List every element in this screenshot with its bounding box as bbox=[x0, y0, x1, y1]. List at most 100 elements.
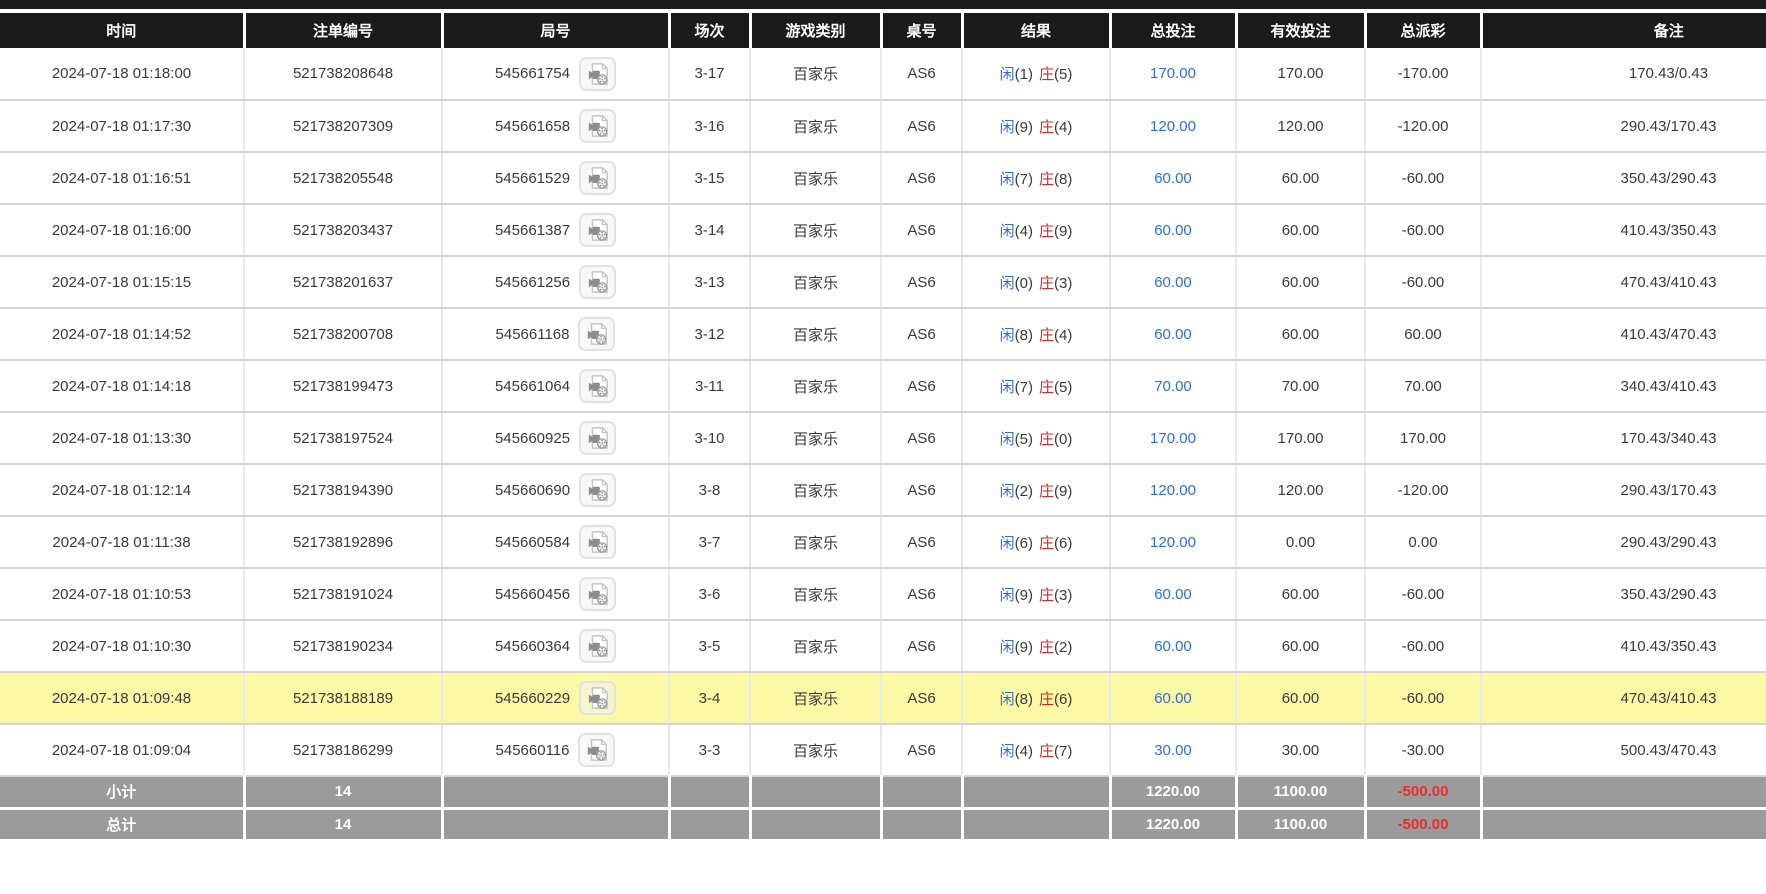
result-banker-label: 庄 bbox=[1039, 118, 1055, 136]
footer-empty-table bbox=[879, 776, 962, 810]
cell-remark: 410.43/350.43 bbox=[1480, 620, 1766, 673]
footer-label: 小计 bbox=[0, 776, 244, 810]
cell-game-type: 百家乐 bbox=[749, 152, 881, 205]
cell-time: 2024-07-18 01:16:00 bbox=[0, 204, 244, 257]
video-replay-button[interactable] bbox=[579, 629, 617, 663]
col-header-valid-bet: 有效投注 bbox=[1234, 13, 1365, 48]
total-bet-value: 60.00 bbox=[1154, 689, 1192, 707]
cell-round-id: 545661387 bbox=[441, 204, 669, 257]
table-row: 2024-07-18 01:12:14 521738194390 545660690… bbox=[0, 464, 1766, 517]
video-replay-button[interactable] bbox=[579, 265, 617, 299]
round-id-text: 545661256 bbox=[494, 273, 571, 291]
footer-empty-result bbox=[960, 776, 1110, 810]
result-banker-label: 庄 bbox=[1039, 638, 1055, 656]
cell-total-bet: 60.00 bbox=[1109, 672, 1236, 725]
video-replay-button[interactable] bbox=[579, 369, 617, 403]
result-player-label: 闲 bbox=[999, 378, 1015, 396]
video-file-icon bbox=[588, 531, 608, 553]
cell-game-type: 百家乐 bbox=[749, 464, 881, 517]
video-replay-button[interactable] bbox=[579, 473, 617, 507]
result-player-label: 闲 bbox=[999, 118, 1015, 136]
total-bet-value: 170.00 bbox=[1150, 429, 1196, 447]
round-id-text: 545661168 bbox=[495, 325, 570, 343]
video-replay-button[interactable] bbox=[579, 577, 617, 611]
cell-game-type: 百家乐 bbox=[749, 48, 881, 101]
video-replay-button[interactable] bbox=[578, 317, 616, 351]
cell-payout: -30.00 bbox=[1364, 724, 1481, 777]
video-replay-button[interactable] bbox=[578, 733, 616, 767]
cell-remark: 170.43/340.43 bbox=[1480, 412, 1766, 465]
round-id-text: 545661529 bbox=[494, 169, 571, 187]
cell-result: 闲(2) 庄(9) bbox=[961, 464, 1110, 517]
cell-payout: -60.00 bbox=[1364, 620, 1481, 673]
result-banker-score: (0) bbox=[1054, 430, 1073, 448]
cell-session: 3-16 bbox=[668, 100, 750, 153]
video-replay-button[interactable] bbox=[579, 525, 617, 559]
table-row: 2024-07-18 01:10:30 521738190234 545660364… bbox=[0, 620, 1766, 673]
cell-table-no: AS6 bbox=[880, 464, 962, 517]
col-header-table-no: 桌号 bbox=[879, 13, 962, 48]
video-file-icon bbox=[587, 323, 607, 345]
cell-table-no: AS6 bbox=[880, 308, 962, 361]
result-banker-label: 庄 bbox=[1039, 586, 1055, 604]
video-replay-button[interactable] bbox=[579, 681, 617, 715]
result-banker-label: 庄 bbox=[1039, 326, 1055, 344]
result-player-score: (5) bbox=[1014, 430, 1033, 448]
cell-result: 闲(9) 庄(4) bbox=[961, 100, 1110, 153]
video-replay-button[interactable] bbox=[579, 109, 617, 143]
result-player-score: (4) bbox=[1014, 742, 1033, 760]
round-id-group: 545661754 bbox=[495, 56, 617, 91]
cell-payout: -60.00 bbox=[1364, 568, 1481, 621]
cell-result: 闲(0) 庄(3) bbox=[961, 256, 1110, 309]
result-banker-label: 庄 bbox=[1039, 430, 1055, 448]
cell-session: 3-12 bbox=[668, 308, 750, 361]
cell-result: 闲(7) 庄(8) bbox=[961, 152, 1110, 205]
video-file-icon bbox=[588, 583, 608, 605]
cell-game-type: 百家乐 bbox=[749, 516, 881, 569]
table-body: 2024-07-18 01:18:00 521738208648 545661754… bbox=[0, 48, 1766, 842]
cell-round-id: 545661754 bbox=[441, 48, 669, 101]
result-banker-score: (6) bbox=[1054, 690, 1073, 708]
cell-session: 3-17 bbox=[668, 48, 750, 101]
table-row: 2024-07-18 01:16:00 521738203437 545661387… bbox=[0, 204, 1766, 257]
round-id-group: 545661658 bbox=[495, 109, 617, 143]
col-header-bet-id: 注单编号 bbox=[242, 13, 442, 48]
footer-empty-game bbox=[748, 808, 881, 842]
round-id-text: 545661064 bbox=[494, 377, 571, 395]
cell-round-id: 545661064 bbox=[441, 360, 669, 413]
cell-valid-bet: 60.00 bbox=[1235, 152, 1365, 205]
video-file-icon bbox=[588, 479, 608, 501]
result-banker-score: (2) bbox=[1054, 638, 1073, 656]
cell-payout: -120.00 bbox=[1364, 464, 1481, 517]
footer-empty-remark bbox=[1479, 808, 1766, 842]
cell-session: 3-15 bbox=[668, 152, 750, 205]
cell-time: 2024-07-18 01:10:53 bbox=[0, 568, 244, 621]
cell-game-type: 百家乐 bbox=[749, 256, 881, 309]
col-header-result: 结果 bbox=[960, 13, 1110, 48]
cell-payout: -60.00 bbox=[1364, 204, 1481, 257]
cell-round-id: 545660364 bbox=[441, 620, 669, 673]
cell-bet-id: 521738208648 bbox=[243, 48, 442, 101]
cell-round-id: 545661658 bbox=[441, 100, 669, 153]
table-row: 2024-07-18 01:18:00 521738208648 545661754… bbox=[0, 48, 1766, 101]
cell-game-type: 百家乐 bbox=[749, 620, 881, 673]
video-replay-button[interactable] bbox=[579, 56, 617, 91]
result-player-label: 闲 bbox=[999, 222, 1015, 240]
result-player-score: (0) bbox=[1014, 274, 1033, 292]
footer-empty-session bbox=[667, 808, 750, 842]
video-file-icon bbox=[588, 167, 608, 189]
video-replay-button[interactable] bbox=[579, 213, 617, 247]
table-row: 2024-07-18 01:14:52 521738200708 545661168… bbox=[0, 308, 1766, 361]
footer-payout: -500.00 bbox=[1363, 808, 1481, 842]
cell-round-id: 545660690 bbox=[441, 464, 669, 517]
video-file-icon bbox=[588, 219, 608, 241]
cell-game-type: 百家乐 bbox=[749, 412, 881, 465]
result-banker-label: 庄 bbox=[1039, 222, 1055, 240]
cell-remark: 290.43/290.43 bbox=[1480, 516, 1766, 569]
cell-game-type: 百家乐 bbox=[749, 360, 881, 413]
cell-remark: 350.43/290.43 bbox=[1480, 152, 1766, 205]
total-bet-value: 60.00 bbox=[1154, 169, 1192, 187]
cell-round-id: 545660116 bbox=[441, 724, 669, 777]
video-replay-button[interactable] bbox=[579, 161, 617, 195]
video-replay-button[interactable] bbox=[579, 421, 617, 455]
